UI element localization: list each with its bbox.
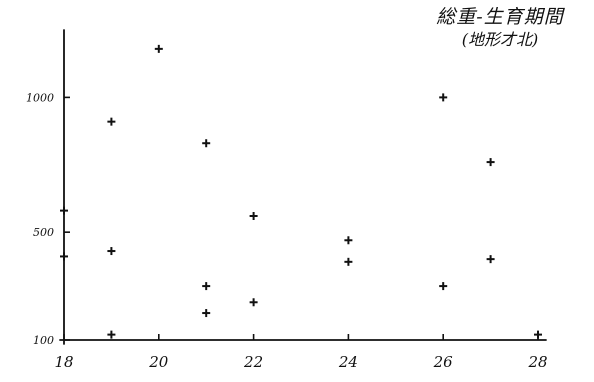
data-point — [107, 117, 116, 126]
x-tick-label: 20 — [148, 353, 169, 371]
x-tick-label: 18 — [54, 353, 73, 371]
data-point — [344, 257, 353, 266]
data-point — [107, 247, 116, 256]
x-tick-label: 28 — [527, 353, 547, 371]
data-point — [439, 93, 448, 102]
chart-subtitle: (地形才北) — [461, 29, 539, 49]
y-tick-label: 500 — [33, 226, 54, 239]
data-point — [202, 309, 211, 318]
data-point — [344, 236, 353, 245]
data-points — [60, 44, 542, 339]
data-point — [60, 206, 68, 215]
data-point — [202, 139, 211, 148]
ticks: 18 20 22 24 26 28 100 500 1000 — [26, 91, 548, 371]
chart-title: 総重-生育期間 — [436, 6, 564, 28]
data-point — [154, 44, 163, 53]
data-point — [249, 298, 258, 307]
x-tick-label: 22 — [243, 353, 263, 371]
data-point — [60, 252, 68, 261]
axes — [59, 29, 547, 345]
data-point — [439, 282, 448, 291]
data-point — [486, 255, 495, 264]
chart-title-block: 総重-生育期間 (地形才北) — [412, 6, 588, 50]
data-point — [486, 158, 495, 167]
x-tick-label: 24 — [338, 353, 358, 371]
data-point — [249, 212, 258, 220]
data-point — [534, 330, 542, 339]
y-tick-label: 1000 — [26, 91, 54, 104]
x-tick-label: 26 — [433, 353, 454, 371]
y-tick-label: 100 — [33, 334, 54, 347]
data-point — [107, 330, 116, 339]
data-point — [202, 282, 211, 291]
